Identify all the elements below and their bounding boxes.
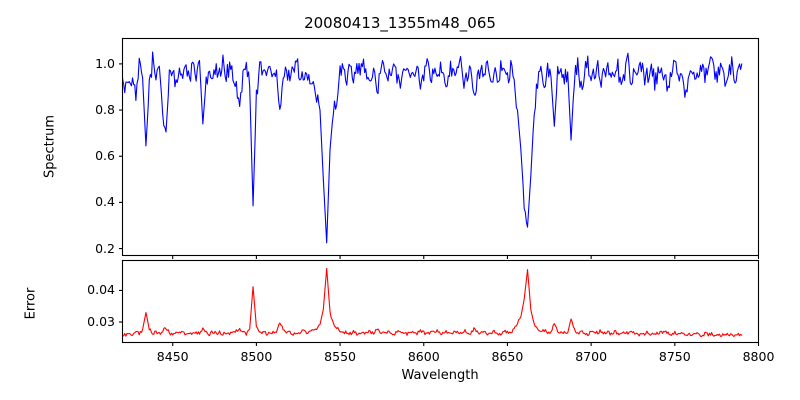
x-tick-label: 8750 <box>658 348 691 364</box>
spectrum-line <box>123 51 743 244</box>
y-tick-label-spectrum: 0.4 <box>95 194 115 210</box>
y-axis-label-error: Error <box>23 287 39 320</box>
x-tick-label: 8600 <box>407 348 440 364</box>
y-tick-label-error: 0.03 <box>87 314 115 329</box>
x-tick-label: 8650 <box>491 348 524 364</box>
y-tick-label-spectrum: 0.8 <box>95 102 115 118</box>
figure-title: 20080413_1355m48_065 <box>304 14 496 32</box>
y-tick-label-spectrum: 1.0 <box>95 55 115 71</box>
x-tick-label: 8450 <box>156 348 189 364</box>
y-tick-label-spectrum: 0.6 <box>95 148 115 164</box>
error-line <box>123 267 743 338</box>
y-tick-label-spectrum: 0.2 <box>95 240 115 256</box>
x-tick-label: 8700 <box>575 348 608 364</box>
error-panel-frame <box>121 259 760 344</box>
x-axis-label: Wavelength <box>401 368 479 383</box>
x-tick-label: 8800 <box>742 348 775 364</box>
spectrum-panel-frame <box>121 37 760 257</box>
x-tick-label: 8500 <box>240 348 273 364</box>
y-tick-label-error: 0.04 <box>87 282 115 298</box>
x-tick-label: 8550 <box>324 348 356 364</box>
